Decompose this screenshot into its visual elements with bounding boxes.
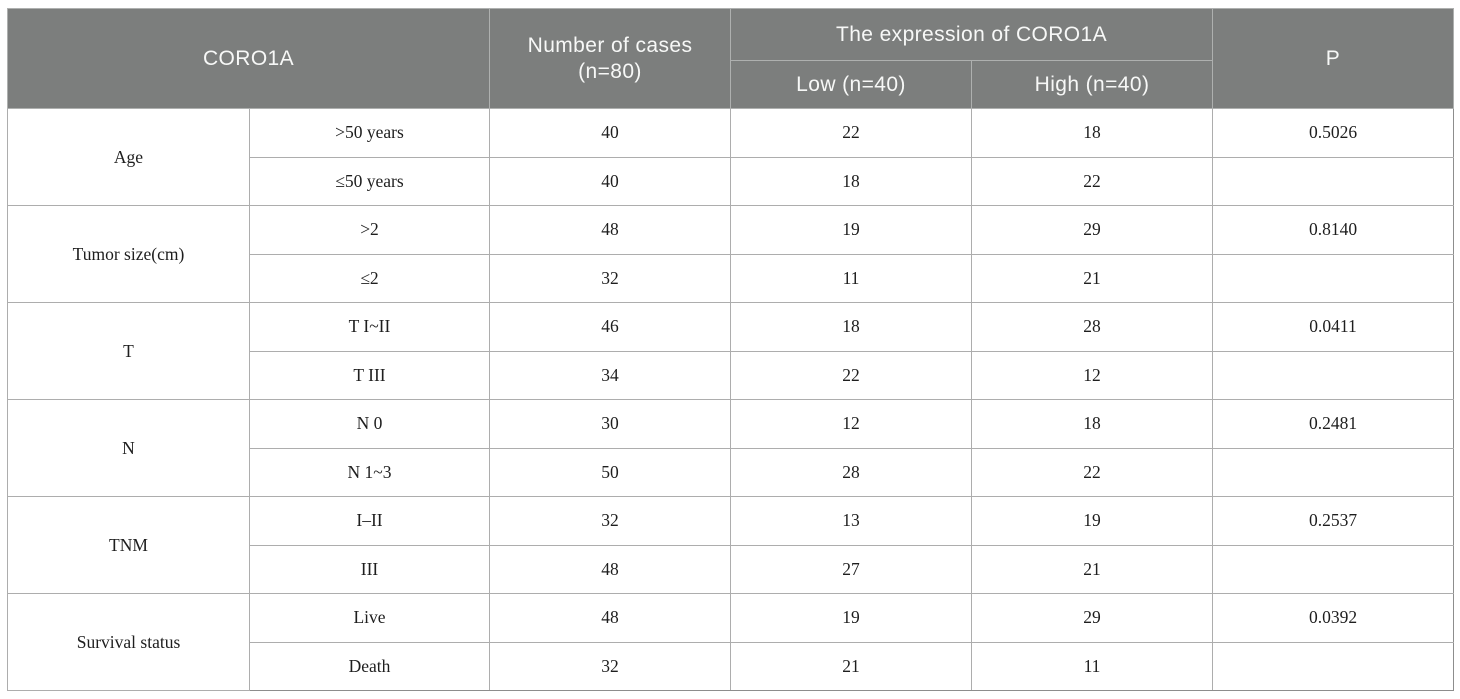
category-cell: T III [249,350,490,400]
table-header: CORO1A Number of cases (n=80) The express… [7,8,1455,109]
high-expression-cell: 11 [970,641,1214,691]
table-body: Age >50 years 40 22 18 0.5026 ≤50 years 40 18 22 T… [7,108,1455,691]
p-value-cell [1212,350,1455,400]
p-value-cell: 0.2537 [1212,496,1455,546]
table-row: III 48 27 21 [8,544,1455,594]
cases-cell: 40 [489,108,731,158]
cases-cell: 48 [489,593,731,643]
header-cases-line2: (n=80) [578,59,642,83]
table-row: T III 34 22 12 [8,350,1455,400]
high-expression-cell: 18 [970,108,1214,158]
p-value-cell [1212,156,1455,206]
high-expression-cell: 21 [970,544,1214,594]
low-expression-cell: 21 [730,641,972,691]
p-value-cell [1212,641,1455,691]
p-value-cell [1212,544,1455,594]
cases-cell: 48 [489,205,731,255]
header-row-1: CORO1A Number of cases (n=80) The express… [7,8,1455,109]
cases-cell: 46 [489,302,731,352]
p-value-cell: 0.0392 [1212,593,1455,643]
category-cell: I–II [249,496,490,546]
low-expression-cell: 22 [730,350,972,400]
category-cell: ≤2 [249,253,490,303]
low-expression-cell: 12 [730,399,972,449]
p-value-cell [1212,447,1455,497]
cases-cell: 32 [489,496,731,546]
p-value-cell: 0.8140 [1212,205,1455,255]
p-value-cell: 0.5026 [1212,108,1455,158]
low-expression-cell: 18 [730,156,972,206]
header-cell-expression: The expression of CORO1A [729,8,1214,61]
header-cell-number-of-cases: Number of cases (n=80) [489,8,731,109]
high-expression-cell: 21 [970,253,1214,303]
table-row: N 1~3 50 28 22 [8,447,1455,497]
p-value-cell: 0.0411 [1212,302,1455,352]
group-label-cell: Survival status [7,593,250,691]
table-row: Age >50 years 40 22 18 0.5026 [7,108,1455,206]
high-expression-cell: 12 [970,350,1214,400]
group-label-cell: N [7,399,250,497]
cases-cell: 40 [489,156,731,206]
category-cell: Live [249,593,490,643]
coro1a-clinicopathology-table: CORO1A Number of cases (n=80) The express… [7,8,1455,691]
category-cell: III [249,544,490,594]
header-row-2: Low (n=40) High (n=40) [8,60,1454,109]
cases-cell: 48 [489,544,731,594]
header-cell-coro1a: CORO1A [7,8,490,109]
header-cell-high: High (n=40) [970,60,1214,109]
category-cell: >50 years [249,108,490,158]
header-cases-line1: Number of cases [527,33,693,57]
low-expression-cell: 18 [730,302,972,352]
low-expression-cell: 22 [730,108,972,158]
high-expression-cell: 22 [970,156,1214,206]
category-cell: >2 [249,205,490,255]
cases-cell: 50 [489,447,731,497]
high-expression-cell: 19 [970,496,1214,546]
header-cell-low: Low (n=40) [730,60,972,109]
high-expression-cell: 29 [970,593,1214,643]
high-expression-cell: 22 [970,447,1214,497]
table-row: Tumor size(cm) >2 48 19 29 0.8140 [7,205,1455,303]
p-value-cell [1212,253,1455,303]
group-label-cell: Tumor size(cm) [7,205,250,303]
low-expression-cell: 13 [730,496,972,546]
cases-cell: 30 [489,399,731,449]
table-row: TNM I–II 32 13 19 0.2537 [7,496,1455,594]
table-row: ≤50 years 40 18 22 [8,156,1455,206]
category-cell: N 1~3 [249,447,490,497]
header-cell-p: P [1212,8,1455,109]
table-row: ≤2 32 11 21 [8,253,1455,303]
high-expression-cell: 29 [970,205,1214,255]
table-row: Survival status Live 48 19 29 0.0392 [7,593,1455,691]
group-label-cell: T [7,302,250,400]
group-label-cell: TNM [7,496,250,594]
cases-cell: 32 [489,641,731,691]
category-cell: N 0 [249,399,490,449]
category-cell: Death [249,641,490,691]
cases-cell: 34 [489,350,731,400]
p-value-cell: 0.2481 [1212,399,1455,449]
category-cell: ≤50 years [249,156,490,206]
high-expression-cell: 28 [970,302,1214,352]
group-label-cell: Age [7,108,250,206]
high-expression-cell: 18 [970,399,1214,449]
table-row: Death 32 21 11 [8,641,1455,691]
low-expression-cell: 27 [730,544,972,594]
low-expression-cell: 19 [730,205,972,255]
cases-cell: 32 [489,253,731,303]
category-cell: T I~II [249,302,490,352]
low-expression-cell: 19 [730,593,972,643]
low-expression-cell: 11 [730,253,972,303]
low-expression-cell: 28 [730,447,972,497]
